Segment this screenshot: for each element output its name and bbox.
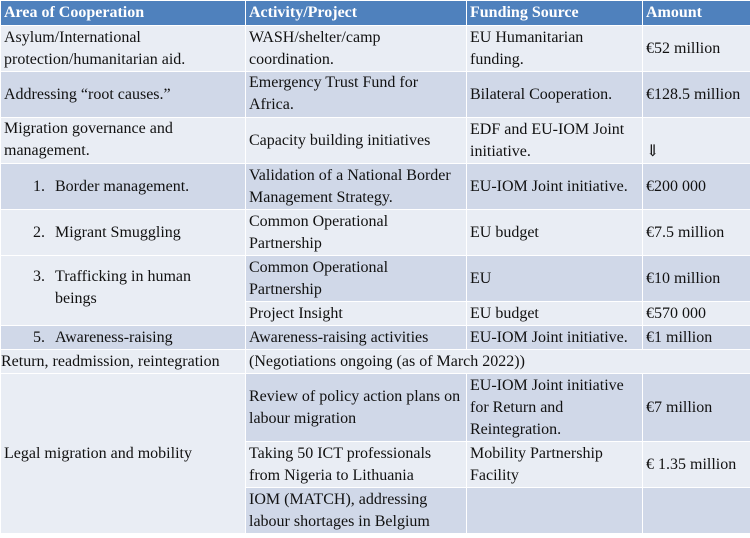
table-row: Taking 50 ICT professionals from Nigeria… <box>1 441 750 488</box>
column-header-amount: Amount <box>642 0 750 26</box>
amount-cell: ⇓ <box>642 117 750 164</box>
column-header-activity: Activity/Project <box>245 0 467 26</box>
area-cell: 1. Border management. <box>0 163 246 210</box>
activity-cell: Taking 50 ICT professionals from Nigeria… <box>245 441 467 488</box>
activity-cell: Common Operational Partnership <box>245 209 467 256</box>
amount-cell: €7 million <box>642 373 750 442</box>
table-row: IOM (MATCH), addressing labour shortages… <box>1 487 750 534</box>
list-number: 1. <box>33 177 45 195</box>
funding-cell: EU-IOM Joint initiative. <box>466 325 643 350</box>
funding-cell: EU budget <box>466 209 643 256</box>
table-row: Return, readmission, reintegration (Nego… <box>0 349 750 374</box>
funding-cell: EU Humanitarian funding. <box>466 25 643 72</box>
table-row: 5. Awareness-raising Awareness-raising ac… <box>0 325 750 350</box>
funding-cell: Bilateral Cooperation. <box>466 71 643 118</box>
amount-cell: €570 000 <box>642 301 750 326</box>
list-number: 5. <box>33 328 45 346</box>
column-header-area: Area of Cooperation <box>0 0 246 26</box>
area-label: Trafficking in human beings <box>55 268 191 307</box>
area-cell: 2. Migrant Smuggling <box>0 209 246 256</box>
table-row: Legal migration and mobility Review of p… <box>0 373 750 534</box>
activity-cell: WASH/shelter/camp coordination. <box>245 25 467 72</box>
list-number: 2. <box>33 223 45 241</box>
list-number: 3. <box>33 268 45 285</box>
funding-cell: EU <box>466 255 643 302</box>
area-cell: Legal migration and mobility <box>0 373 246 534</box>
amount-cell: €52 million <box>642 25 750 72</box>
amount-cell: €10 million <box>642 255 750 302</box>
table-row: Project Insight EU budget €570 000 <box>1 301 750 326</box>
table-row: 2. Migrant Smuggling Common Operational P… <box>0 209 750 256</box>
area-label: Awareness-raising <box>55 328 173 346</box>
amount-cell <box>642 487 750 534</box>
activity-cell: Common Operational Partnership <box>245 255 467 302</box>
area-label: Migrant Smuggling <box>55 223 181 241</box>
table-row: 3. Trafficking in human beings Common Ope… <box>0 255 750 326</box>
amount-cell: €7.5 million <box>642 209 750 256</box>
table-row: Addressing “root causes.” Emergency Trus… <box>0 71 750 118</box>
amount-cell: € 1.35 million <box>642 441 750 488</box>
table-header-row: Area of Cooperation Activity/Project Fun… <box>0 0 750 26</box>
area-cell: 5. Awareness-raising <box>0 325 246 350</box>
activity-cell: IOM (MATCH), addressing labour shortages… <box>245 487 467 534</box>
area-cell: Asylum/International protection/humanita… <box>0 25 246 72</box>
table-row: Migration governance and management. Cap… <box>0 117 750 164</box>
table-row: 1. Border management. Validation of a Nat… <box>0 163 750 210</box>
amount-cell: €128.5 million <box>642 71 750 118</box>
area-label: Border management. <box>55 177 190 195</box>
activity-cell: Validation of a National Border Manageme… <box>245 163 467 210</box>
amount-cell: €200 000 <box>642 163 750 210</box>
table-row: Asylum/International protection/humanita… <box>0 25 750 72</box>
funding-cell: Mobility Partnership Facility <box>466 441 643 488</box>
funding-cell <box>466 487 643 534</box>
amount-cell: €1 million <box>642 325 750 350</box>
area-cell: 3. Trafficking in human beings <box>0 255 246 326</box>
activity-cell: Awareness-raising activities <box>245 325 467 350</box>
funding-cell: EDF and EU-IOM Joint initiative. <box>466 117 643 164</box>
funding-cell: EU budget <box>466 301 643 326</box>
funding-cell: EU-IOM Joint initiative for Return and R… <box>466 373 643 442</box>
activity-note-cell: (Negotiations ongoing (as of March 2022)… <box>245 349 750 374</box>
activity-cell: Review of policy action plans on labour … <box>245 373 467 442</box>
activity-cell: Project Insight <box>245 301 467 326</box>
funding-cell: EU-IOM Joint initiative. <box>466 163 643 210</box>
activity-cell: Emergency Trust Fund for Africa. <box>245 71 467 118</box>
activity-cell: Capacity building initiatives <box>245 117 467 164</box>
column-header-funding: Funding Source <box>466 0 643 26</box>
area-cell: Addressing “root causes.” <box>0 71 246 118</box>
area-cell: Migration governance and management. <box>0 117 246 164</box>
area-cell: Return, readmission, reintegration <box>0 349 246 374</box>
